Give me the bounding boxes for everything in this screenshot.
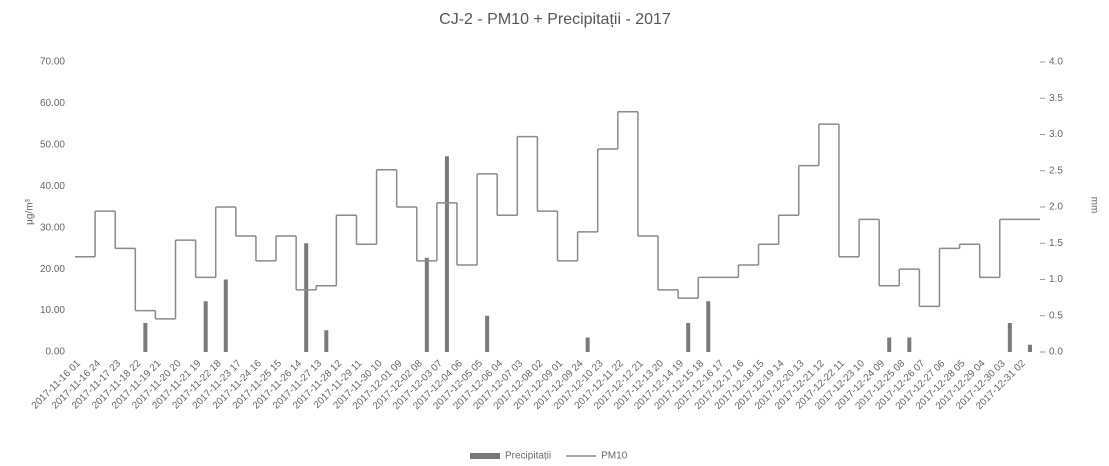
y-tick-label: 30.00 xyxy=(40,222,65,233)
legend-label: Precipitații xyxy=(505,451,551,462)
y2-tick-label: 2.5 xyxy=(1049,165,1063,176)
y2-tick-label: 0.5 xyxy=(1049,310,1063,321)
y2-tick-label: 2.0 xyxy=(1049,202,1063,213)
precipitation-bar xyxy=(143,323,148,352)
y2-tick-label: 1.0 xyxy=(1049,274,1063,285)
precipitation-bar xyxy=(686,323,691,352)
legend-swatch xyxy=(470,453,500,459)
precipitation-bar xyxy=(887,337,892,352)
y2-axis-title: mm xyxy=(1088,197,1099,214)
precipitation-bar xyxy=(444,156,449,352)
y2-tick-label: 3.0 xyxy=(1049,129,1063,140)
precipitation-bar xyxy=(424,257,429,352)
y-axis-title: µg/m³ xyxy=(25,198,36,224)
legend-label: PM10 xyxy=(601,451,628,462)
y-tick-label: 50.00 xyxy=(40,139,65,150)
y2-tick-label: 1.5 xyxy=(1049,238,1063,249)
y2-tick-label: 3.5 xyxy=(1049,93,1063,104)
y-tick-label: 0.00 xyxy=(46,347,66,358)
precipitation-bar xyxy=(324,330,329,352)
y-tick-label: 60.00 xyxy=(40,98,65,109)
precipitation-bar xyxy=(1027,344,1032,352)
y-tick-label: 20.00 xyxy=(40,264,65,275)
precipitation-bar xyxy=(585,337,590,352)
chart-title: CJ-2 - PM10 + Precipitații - 2017 xyxy=(439,11,671,28)
y2-tick-label: 4.0 xyxy=(1049,57,1063,68)
precipitation-bar xyxy=(304,243,309,352)
precipitation-bar xyxy=(706,301,711,352)
precipitation-bar xyxy=(485,315,490,352)
y-tick-label: 70.00 xyxy=(40,57,65,68)
precipitation-bar xyxy=(223,279,228,352)
y-tick-label: 10.00 xyxy=(40,305,65,316)
y-tick-label: 40.00 xyxy=(40,181,65,192)
precipitation-bar xyxy=(1007,323,1012,352)
precipitation-bar xyxy=(907,337,912,352)
y2-tick-label: 0.0 xyxy=(1049,347,1063,358)
precipitation-bar xyxy=(203,301,208,352)
